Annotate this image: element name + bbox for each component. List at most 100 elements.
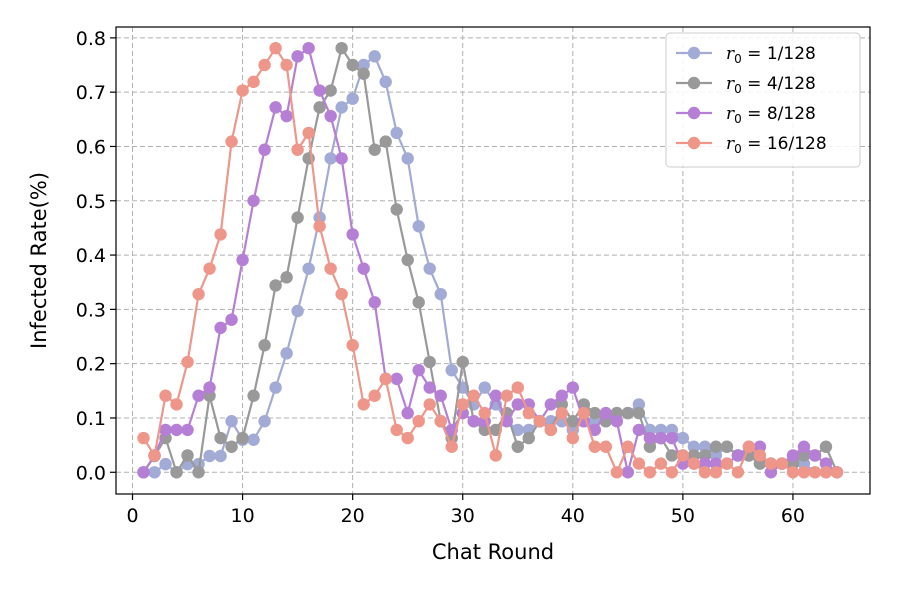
data-point xyxy=(632,457,646,470)
data-point xyxy=(467,389,480,402)
data-point xyxy=(610,415,624,428)
data-point xyxy=(269,101,282,114)
data-point xyxy=(203,449,216,463)
data-point xyxy=(203,262,216,275)
legend: r0 = 1/128 r0 = 4/128 r0 = 8/128 r0 = 16/12… xyxy=(665,32,861,168)
data-point xyxy=(181,423,194,437)
data-point xyxy=(170,423,183,437)
y-tick-label: 0.8 xyxy=(76,28,106,50)
data-point xyxy=(159,457,172,471)
data-point xyxy=(434,287,447,301)
x-tick-label: 30 xyxy=(451,505,475,527)
data-point xyxy=(797,440,811,453)
data-point xyxy=(511,398,524,411)
data-point xyxy=(819,440,833,453)
data-point xyxy=(412,296,425,309)
data-point xyxy=(192,287,205,301)
data-point xyxy=(280,58,293,72)
data-point xyxy=(203,381,216,394)
data-point xyxy=(357,398,370,411)
data-point xyxy=(401,152,414,165)
legend-marker xyxy=(687,136,701,150)
data-point xyxy=(665,449,679,462)
data-point xyxy=(544,398,557,411)
data-point xyxy=(709,440,723,453)
data-point xyxy=(258,415,271,428)
data-point xyxy=(786,466,800,479)
data-point xyxy=(390,126,403,140)
data-point xyxy=(599,406,613,420)
data-point xyxy=(137,466,150,479)
data-point xyxy=(632,423,646,437)
data-point xyxy=(368,296,381,309)
data-point xyxy=(379,75,392,89)
data-point xyxy=(709,457,723,470)
data-point xyxy=(456,398,469,411)
data-point xyxy=(643,431,657,445)
data-point xyxy=(335,287,348,301)
legend-box xyxy=(665,32,861,168)
data-point xyxy=(643,440,657,453)
data-point xyxy=(434,389,447,402)
data-point xyxy=(159,423,172,437)
data-point xyxy=(676,431,690,445)
data-point xyxy=(544,423,557,437)
legend-label: r0 = 4/128 xyxy=(726,74,816,96)
data-point xyxy=(423,355,436,369)
x-tick-label: 60 xyxy=(781,505,805,527)
data-point xyxy=(225,440,238,453)
data-point xyxy=(357,262,370,275)
data-point xyxy=(797,466,811,479)
data-point xyxy=(401,406,414,420)
data-point xyxy=(775,457,789,470)
data-point xyxy=(478,406,491,420)
data-point xyxy=(225,313,238,326)
plot-frame xyxy=(115,26,871,495)
data-point xyxy=(423,381,436,394)
data-point xyxy=(192,389,205,402)
data-point xyxy=(313,101,326,114)
data-point xyxy=(346,92,359,105)
data-point xyxy=(390,203,403,216)
y-tick-label: 0.0 xyxy=(76,462,106,484)
data-point xyxy=(588,440,602,453)
data-point xyxy=(401,253,414,267)
data-point xyxy=(368,389,381,402)
data-point xyxy=(324,152,337,165)
data-point xyxy=(654,431,668,445)
data-point xyxy=(280,347,293,360)
data-point xyxy=(566,415,580,428)
data-point xyxy=(324,109,337,123)
data-point xyxy=(291,211,304,224)
legend-item: r0 = 1/128 xyxy=(676,44,816,66)
data-point xyxy=(742,440,756,453)
legend-marker xyxy=(687,106,701,120)
data-point xyxy=(566,381,580,394)
data-point xyxy=(379,135,392,148)
data-point xyxy=(698,457,712,470)
data-point xyxy=(412,363,425,377)
data-point xyxy=(687,440,701,453)
data-point xyxy=(258,143,271,156)
y-tick-label: 0.3 xyxy=(76,299,106,321)
data-point xyxy=(522,431,535,445)
data-point xyxy=(346,339,359,352)
data-point xyxy=(236,253,249,267)
legend-item: r0 = 4/128 xyxy=(676,74,816,96)
data-point xyxy=(214,431,227,445)
data-point xyxy=(258,58,271,72)
data-point xyxy=(291,143,304,156)
data-point xyxy=(731,449,745,462)
data-point xyxy=(302,126,315,140)
data-point xyxy=(390,423,403,437)
data-point xyxy=(533,415,546,428)
data-point xyxy=(753,449,767,462)
data-point xyxy=(214,449,227,463)
data-point xyxy=(390,372,403,386)
data-point xyxy=(808,466,822,479)
data-point xyxy=(324,84,337,97)
data-point xyxy=(346,58,359,72)
data-point xyxy=(225,415,238,428)
data-point xyxy=(258,339,271,352)
data-point xyxy=(269,279,282,292)
